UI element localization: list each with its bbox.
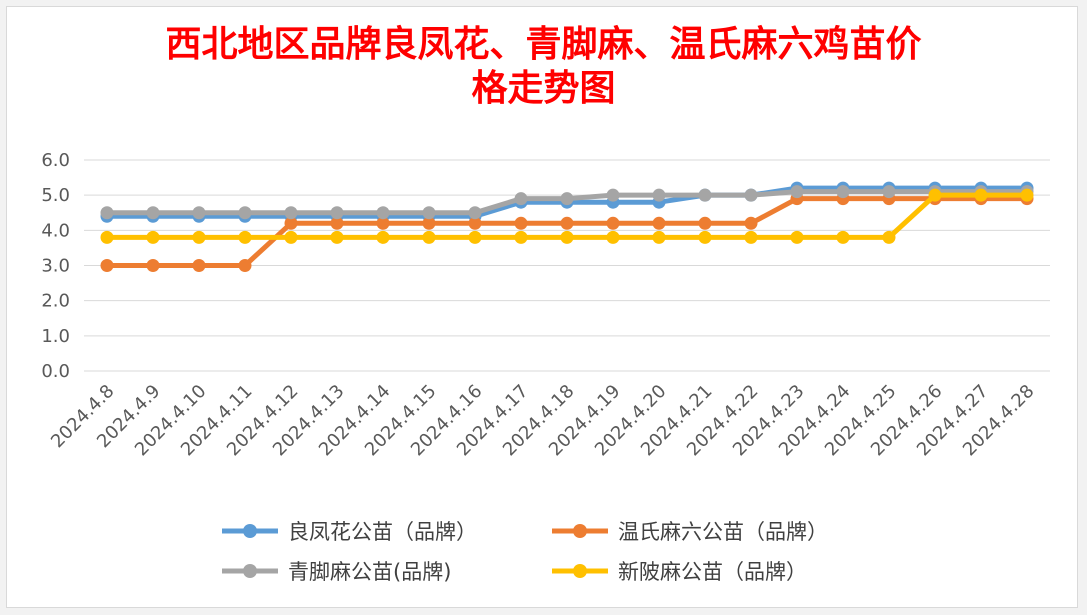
data-point	[376, 216, 390, 230]
data-point	[330, 216, 344, 230]
data-point	[376, 230, 390, 244]
data-point	[744, 230, 758, 244]
data-point	[652, 188, 666, 202]
data-point	[560, 216, 574, 230]
data-point	[606, 216, 620, 230]
y-tick-label: 2.0	[41, 291, 70, 312]
data-point	[1020, 188, 1034, 202]
legend-label: 青脚麻公苗(品牌)	[288, 560, 451, 584]
data-point	[238, 259, 252, 272]
data-point	[422, 216, 436, 230]
data-point	[652, 230, 666, 244]
chart-title-line2: 格走势图	[471, 67, 616, 109]
legend-item: 新陂麻公苗（品牌）	[552, 560, 807, 584]
legend-marker	[243, 564, 257, 578]
data-point	[330, 230, 344, 244]
y-tick-label: 6.0	[41, 150, 70, 171]
data-point	[744, 188, 758, 202]
data-point	[100, 259, 114, 272]
data-point	[468, 206, 482, 220]
data-point	[974, 188, 988, 202]
data-point	[514, 216, 528, 230]
data-point	[698, 230, 712, 244]
legend-label: 温氏麻六公苗（品牌）	[618, 520, 828, 544]
data-point	[836, 230, 850, 244]
legend-label: 良凤花公苗（品牌）	[288, 520, 477, 544]
data-point	[744, 216, 758, 230]
legend-item: 青脚麻公苗(品牌)	[222, 560, 451, 584]
data-point	[284, 216, 298, 230]
data-point	[790, 185, 804, 199]
y-tick-label: 3.0	[41, 256, 70, 277]
data-point	[146, 230, 160, 244]
series-1	[100, 192, 1034, 272]
x-axis-ticks: 2024.4.82024.4.92024.4.102024.4.112024.4…	[47, 381, 1039, 461]
series-3	[100, 188, 1034, 244]
data-point	[100, 206, 114, 220]
legend-marker	[243, 524, 257, 538]
y-axis-ticks: 0.0 1.0 2.0 3.0 4.0 5.0 6.0	[41, 150, 70, 382]
data-point	[882, 185, 896, 199]
chart-title-line1: 西北地区品牌良凤花、青脚麻、温氏麻六鸡苗价	[165, 23, 922, 65]
y-tick-label: 0.0	[41, 361, 70, 382]
data-point	[606, 230, 620, 244]
data-point	[606, 188, 620, 202]
data-point	[652, 216, 666, 230]
y-tick-label: 5.0	[41, 185, 70, 206]
legend-marker	[573, 524, 587, 538]
data-point	[330, 206, 344, 220]
data-point	[560, 192, 574, 206]
data-point	[468, 230, 482, 244]
data-point	[100, 230, 114, 244]
data-point	[284, 230, 298, 244]
data-point	[284, 206, 298, 220]
series-2	[100, 185, 1034, 220]
data-point	[422, 206, 436, 220]
data-point	[422, 230, 436, 244]
data-point	[698, 216, 712, 230]
data-point	[376, 206, 390, 220]
data-point	[514, 230, 528, 244]
series-group	[100, 181, 1034, 272]
legend-item: 温氏麻六公苗（品牌）	[552, 520, 828, 544]
data-point	[560, 230, 574, 244]
data-point	[836, 185, 850, 199]
data-point	[882, 230, 896, 244]
chart-title: 西北地区品牌良凤花、青脚麻、温氏麻六鸡苗价 格走势图	[0, 22, 1087, 110]
data-point	[192, 230, 206, 244]
legend-item: 良凤花公苗（品牌）	[222, 520, 477, 544]
data-point	[468, 216, 482, 230]
y-tick-label: 4.0	[41, 220, 70, 241]
data-point	[146, 259, 160, 272]
data-point	[192, 259, 206, 272]
data-point	[698, 188, 712, 202]
data-point	[790, 230, 804, 244]
chart-frame	[6, 6, 1078, 608]
data-point	[514, 192, 528, 206]
data-point	[238, 206, 252, 220]
data-point	[192, 206, 206, 220]
data-point	[238, 230, 252, 244]
y-tick-label: 1.0	[41, 326, 70, 347]
data-point	[928, 188, 942, 202]
legend-label: 新陂麻公苗（品牌）	[618, 560, 807, 584]
legend-marker	[573, 564, 587, 578]
legend: 良凤花公苗（品牌） 温氏麻六公苗（品牌） 青脚麻公苗(品牌) 新陂麻公苗（品牌）	[222, 520, 828, 584]
data-point	[146, 206, 160, 220]
